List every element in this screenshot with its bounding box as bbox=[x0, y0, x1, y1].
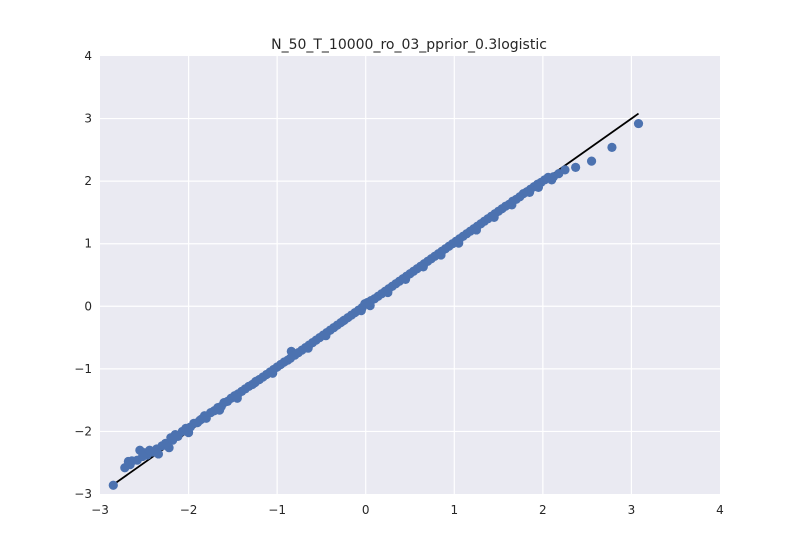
y-tick-label: 1 bbox=[84, 237, 92, 251]
scatter-point bbox=[400, 274, 411, 284]
scatter-point bbox=[383, 287, 393, 298]
scatter-point bbox=[489, 212, 499, 223]
y-tick-label: −1 bbox=[74, 362, 92, 376]
scatter-point bbox=[285, 353, 296, 363]
scatter-point bbox=[560, 165, 570, 175]
scatter-point bbox=[250, 378, 260, 388]
scatter-point bbox=[365, 301, 375, 311]
scatter-point bbox=[586, 156, 597, 166]
scatter-point bbox=[183, 428, 194, 438]
scatter-point bbox=[321, 331, 331, 341]
x-tick-label: 4 bbox=[716, 503, 724, 517]
scatter-point bbox=[338, 316, 349, 326]
scatter-point bbox=[232, 393, 242, 403]
y-tick-label: 4 bbox=[84, 49, 92, 63]
x-tick-label: 3 bbox=[628, 503, 636, 517]
x-tick-label: 2 bbox=[539, 503, 547, 517]
scatter-point bbox=[607, 142, 617, 152]
scatter-point bbox=[356, 306, 366, 316]
scatter-point bbox=[524, 187, 535, 198]
scatter-point bbox=[303, 343, 313, 353]
scatter-point bbox=[471, 225, 482, 235]
scatter-point bbox=[197, 414, 207, 424]
y-tick-label: 2 bbox=[84, 174, 92, 188]
scatter-point bbox=[120, 463, 130, 473]
scatter-points bbox=[108, 118, 644, 490]
chart-title: N_50_T_10000_ro_03_pprior_0.3logistic bbox=[271, 37, 547, 53]
y-axis-ticks: −3 −2 −1 0 1 2 3 4 bbox=[74, 49, 92, 501]
x-tick-label: 1 bbox=[450, 503, 458, 517]
scatter-point bbox=[436, 250, 446, 260]
x-tick-label: −1 bbox=[268, 503, 286, 517]
scatter-point bbox=[164, 443, 174, 453]
scatter-point bbox=[268, 368, 278, 378]
scatter-point bbox=[507, 200, 517, 210]
scatter-point bbox=[153, 449, 164, 459]
scatter-point bbox=[168, 435, 178, 445]
y-tick-label: −3 bbox=[74, 487, 92, 501]
scatter-point bbox=[454, 238, 464, 248]
y-tick-label: 0 bbox=[84, 299, 92, 313]
scatter-point bbox=[633, 118, 644, 129]
y-tick-label: −2 bbox=[74, 424, 92, 438]
y-tick-label: 3 bbox=[84, 112, 92, 126]
x-axis-ticks: −3 −2 −1 0 1 2 3 4 bbox=[91, 503, 724, 517]
x-tick-label: 0 bbox=[362, 503, 370, 517]
scatter-point bbox=[418, 262, 428, 272]
scatter-point bbox=[533, 182, 544, 192]
scatter-point bbox=[137, 451, 148, 462]
scatter-point bbox=[108, 480, 118, 490]
scatter-point bbox=[547, 175, 557, 185]
scatter-point bbox=[214, 405, 225, 415]
x-tick-label: −3 bbox=[91, 503, 109, 517]
scatter-point bbox=[571, 162, 581, 172]
grid-lines bbox=[100, 56, 720, 494]
x-tick-label: −2 bbox=[180, 503, 198, 517]
